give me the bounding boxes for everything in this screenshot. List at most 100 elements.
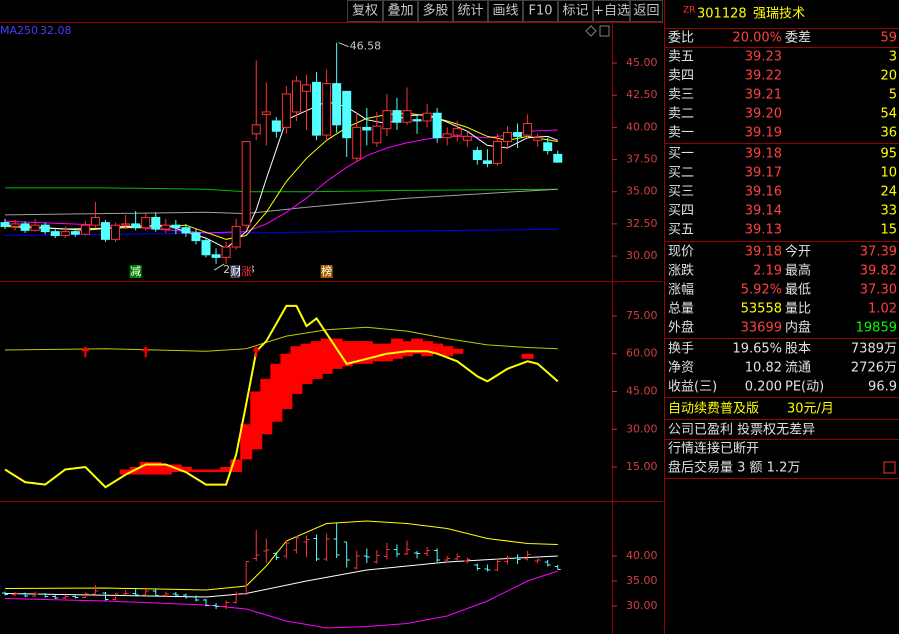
indicator-line: [4, 520, 558, 591]
toolbar-label[interactable]: F10: [528, 4, 552, 19]
toolbar-button[interactable]: [558, 0, 593, 22]
indicator-bar: [240, 424, 253, 460]
toolbar-label[interactable]: 多股: [422, 3, 448, 19]
ohlc-ticks: [434, 550, 441, 561]
ohlc-ticks: [162, 593, 169, 596]
indicator-bar: [290, 346, 303, 395]
high-label: 46.58: [350, 40, 382, 53]
ohlc-ticks: [353, 555, 360, 569]
ohlc-ticks: [524, 554, 531, 560]
toolbar-label[interactable]: 叠加: [387, 4, 413, 19]
toolbar-button[interactable]: [523, 0, 558, 22]
ohlc-ticks: [102, 592, 109, 600]
ohlc-ticks: [484, 568, 491, 571]
quote-value: 1.02: [868, 302, 897, 317]
toolbar-button[interactable]: [383, 0, 418, 22]
quote-label: 今开: [785, 244, 811, 260]
candle-body: [523, 123, 533, 136]
signal-arrow: [141, 346, 150, 358]
y-tick-label: 30.00: [626, 599, 658, 612]
ohlc-ticks: [383, 549, 390, 557]
book-volume: 15: [880, 223, 897, 238]
ohlc-ticks: [333, 538, 340, 556]
signal-arrow: [252, 346, 261, 358]
ohlc-ticks: [72, 596, 79, 598]
quote-value: 2.19: [753, 264, 782, 279]
quote-label: 委差: [785, 31, 811, 46]
toolbar-button[interactable]: [347, 0, 383, 22]
toolbar-button[interactable]: [630, 0, 663, 22]
toolbar-label[interactable]: 标记: [562, 4, 588, 19]
promo-price[interactable]: 30元/月: [787, 402, 834, 417]
quote-value: 7389万: [851, 342, 897, 357]
event-label[interactable]: 榜: [321, 264, 332, 278]
candle-body: [462, 135, 472, 141]
candle-body: [322, 83, 332, 136]
candle-body: [312, 81, 322, 136]
quote-label: 现价: [668, 245, 694, 260]
candle-body: [261, 111, 271, 116]
chart-icon[interactable]: [883, 461, 896, 474]
indicator-bar: [380, 343, 393, 362]
toolbar-button[interactable]: [418, 0, 453, 22]
ohlc-ticks: [92, 590, 99, 595]
indicator-bar: [250, 391, 263, 450]
candle-body: [221, 246, 231, 258]
window-icon[interactable]: [599, 25, 610, 37]
toolbar-button[interactable]: [593, 0, 630, 22]
candle-body: [402, 110, 412, 123]
toolbar-label[interactable]: +自选: [593, 4, 630, 19]
event-label[interactable]: 涨: [241, 265, 252, 278]
ohlc-ticks: [213, 605, 220, 607]
candle-body: [452, 128, 462, 136]
ohlc-ticks: [464, 559, 471, 562]
ohlc-ticks: [32, 593, 39, 597]
candle-body: [111, 224, 121, 240]
candle-body: [291, 80, 301, 113]
book-label: 买一: [668, 147, 694, 162]
quote-label: 收益(三): [668, 380, 717, 395]
promo[interactable]: 自动续费普及版: [668, 402, 759, 417]
ohlc-ticks: [454, 556, 461, 560]
indicator-bar: [270, 363, 283, 422]
candle-body: [60, 231, 70, 236]
ohlc-ticks: [122, 593, 129, 595]
indicator-bar: [431, 343, 444, 354]
candle-body: [392, 110, 402, 123]
candle-body: [151, 216, 161, 230]
book-volume: 33: [880, 204, 897, 219]
diamond-icon[interactable]: [585, 25, 597, 37]
indicator-bar: [411, 338, 424, 354]
indicator-bar: [119, 469, 132, 475]
book-label: 卖四: [668, 69, 694, 84]
event-label[interactable]: 财: [231, 264, 242, 278]
event-marker[interactable]: [129, 265, 142, 278]
toolbar-label[interactable]: 统计: [457, 4, 483, 19]
toolbar-label[interactable]: 画线: [492, 4, 518, 19]
event-marker[interactable]: [320, 265, 333, 278]
quote-value: 53558: [741, 302, 782, 317]
ohlc-ticks: [494, 561, 501, 571]
toolbar-button[interactable]: [488, 0, 523, 22]
y-tick-label: 40.00: [626, 120, 658, 133]
event-label[interactable]: 减: [130, 265, 141, 278]
candle-body: [161, 224, 171, 230]
quote-label: 流通: [785, 361, 811, 376]
quote-value: 37.39: [860, 245, 897, 260]
ohlc-ticks: [273, 553, 280, 558]
candle-body: [50, 231, 60, 236]
event-marker[interactable]: [240, 265, 253, 278]
book-price: 39.21: [745, 88, 782, 103]
quote-label: PE(动): [785, 380, 824, 395]
toolbar-button[interactable]: [453, 0, 488, 22]
event-marker[interactable]: [230, 265, 243, 278]
toolbar-label[interactable]: 返回: [633, 4, 659, 19]
toolbar-label[interactable]: 复权: [352, 3, 378, 19]
low-pointer: [213, 263, 225, 271]
quote-label: 净资: [668, 361, 694, 376]
quote-value: 33699: [741, 321, 782, 336]
